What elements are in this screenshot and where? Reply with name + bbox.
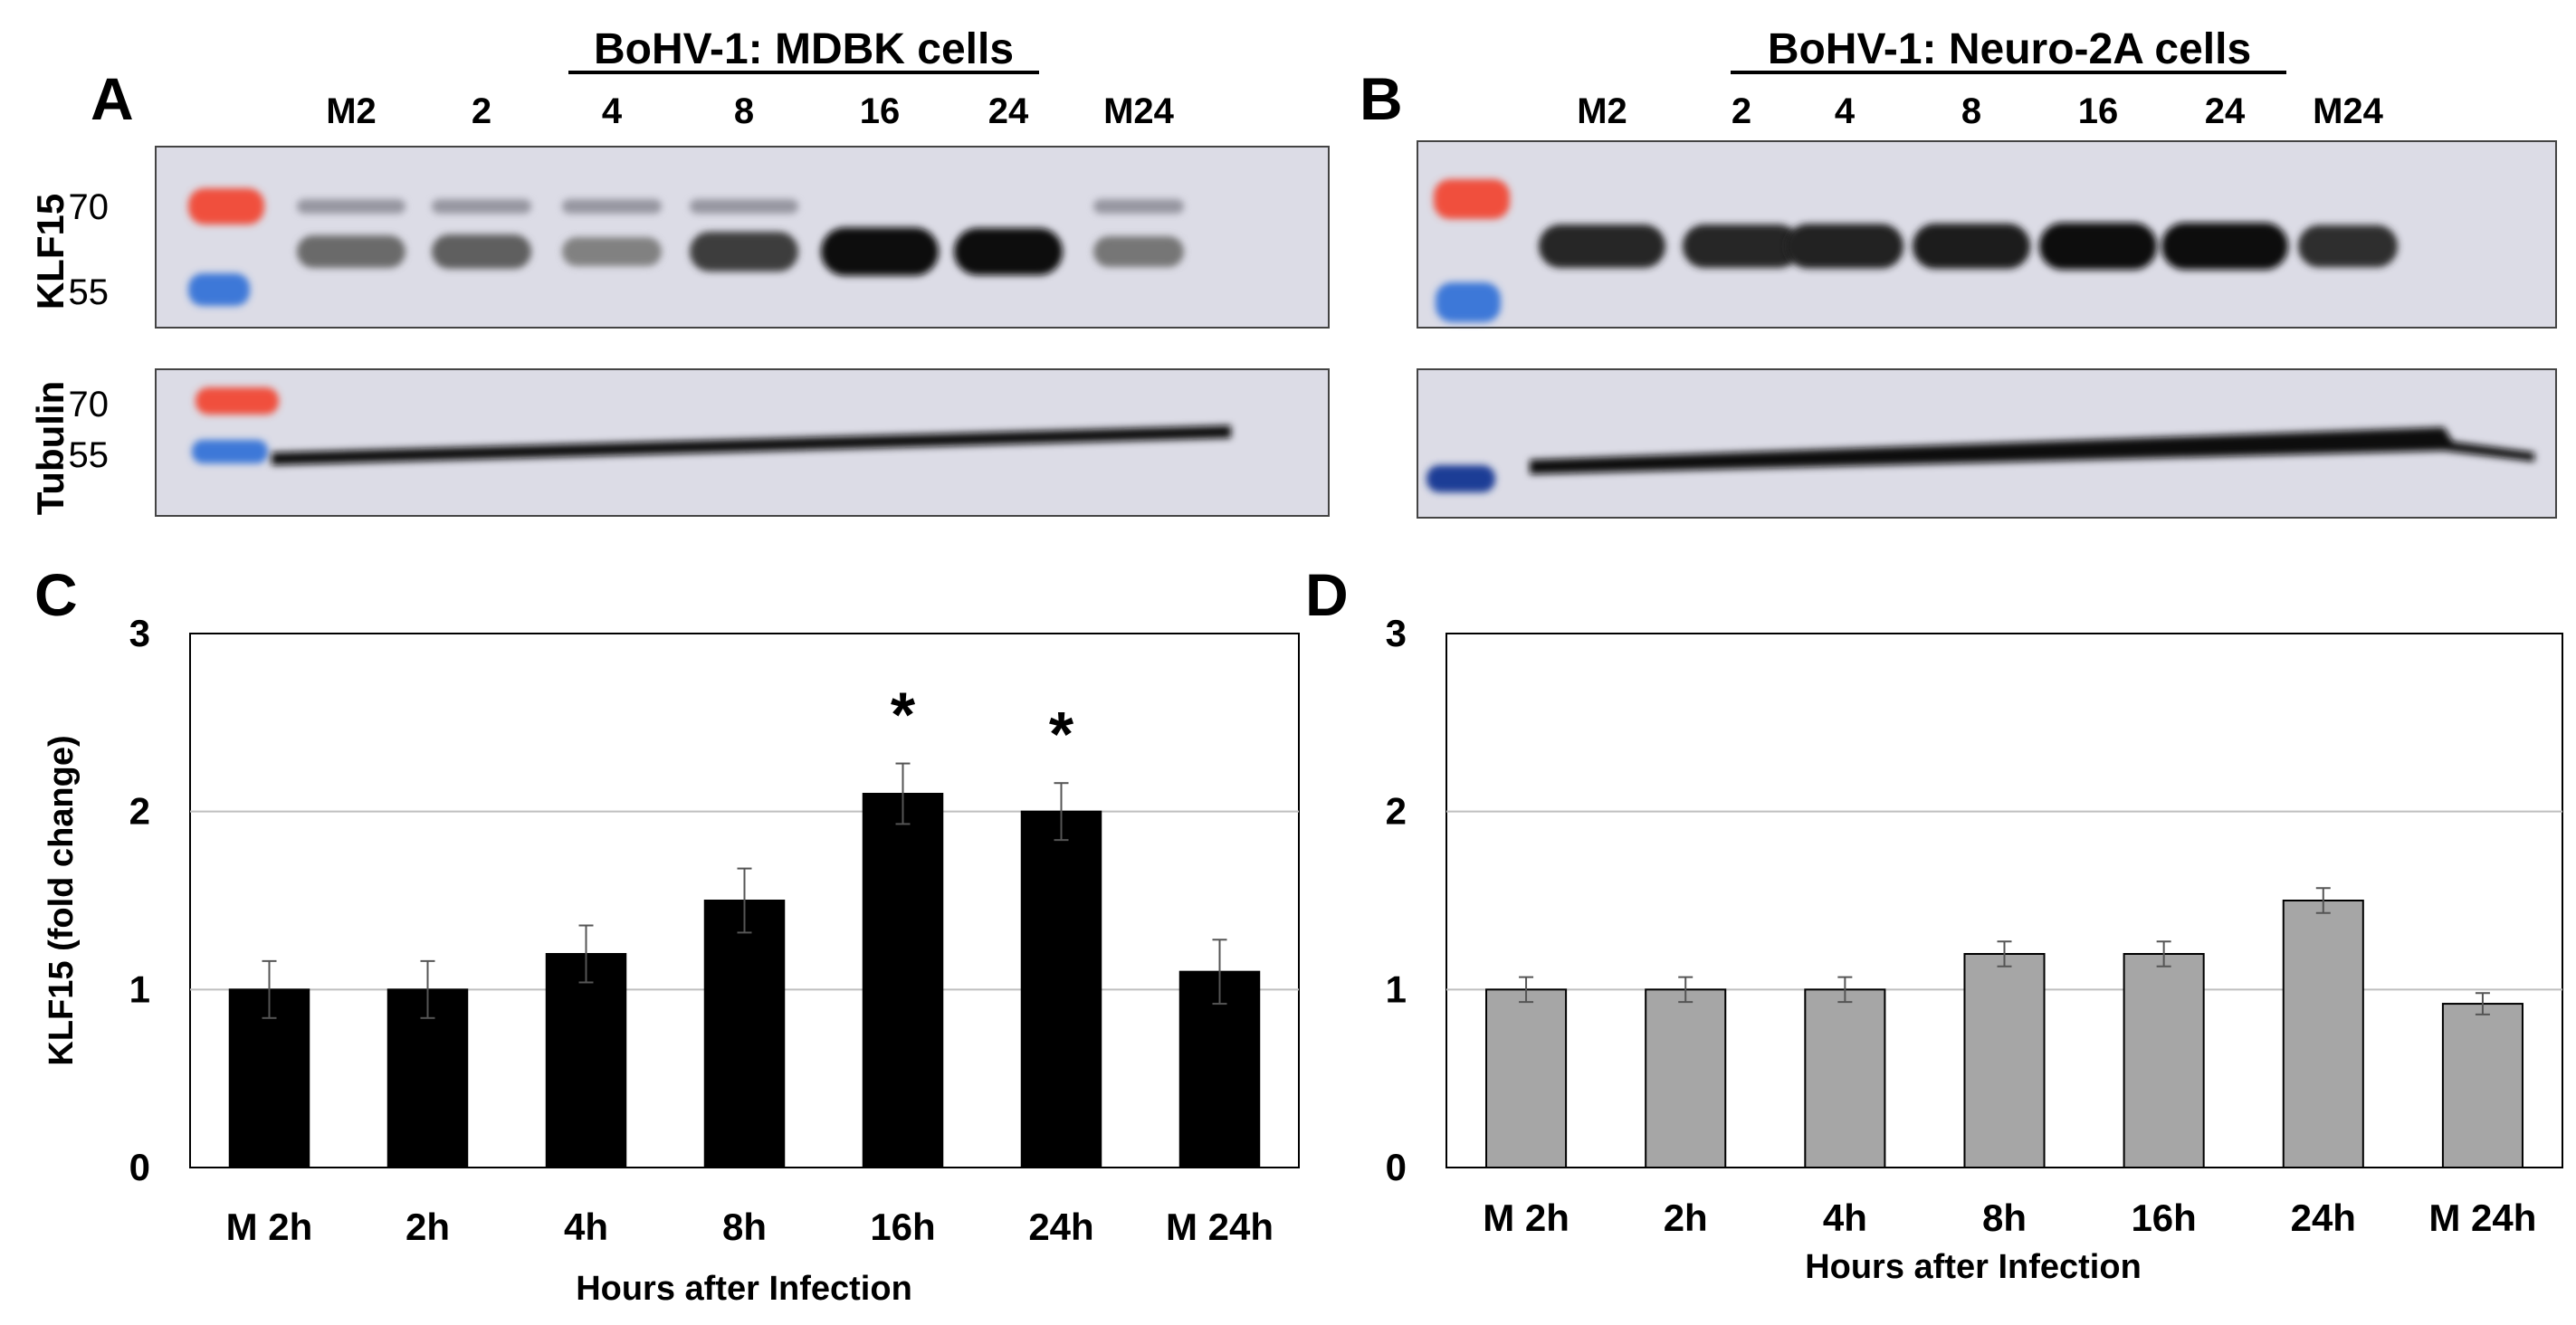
blot-label-tubulin: Tubulin: [29, 381, 72, 516]
klf15-band: [954, 228, 1063, 275]
bar: [1020, 810, 1102, 1169]
klf15-band: [1786, 224, 1903, 269]
lane-label: 8: [734, 91, 754, 131]
mw-marker-55: 55: [69, 272, 110, 312]
klf15-upper-band: [690, 199, 798, 214]
x-tick-label: 4h: [1823, 1196, 1867, 1239]
klf15-upper-band: [432, 199, 531, 214]
x-tick-label: 8h: [722, 1206, 767, 1248]
chart-neuro2a: 0 1 2 3 M 2h 2h 4h 8h 16h 24h M 24h Hours after In…: [1386, 612, 2563, 1286]
klf15-band: [1539, 224, 1665, 268]
mw-marker-70: 70: [69, 385, 110, 424]
y-tick-label: 1: [1386, 968, 1407, 1010]
klf15-band: [1093, 236, 1184, 267]
lane-label: M24: [2313, 91, 2384, 131]
y-axis-label: KLF15 (fold change): [43, 735, 81, 1065]
lane-label: 16: [860, 91, 901, 131]
y-tick-label: 2: [1386, 790, 1407, 833]
x-tick-label: 16h: [2131, 1196, 2196, 1239]
lane-label: M24: [1103, 91, 1175, 131]
bar: [2282, 900, 2364, 1168]
x-tick-label: M 2h: [1483, 1196, 1569, 1239]
bar: [545, 953, 627, 1168]
ladder-band-blue: [1436, 282, 1501, 322]
significance-marker: *: [891, 680, 916, 750]
bar: [862, 793, 944, 1168]
mw-marker-55: 55: [69, 435, 110, 475]
lane-label: M2: [326, 91, 377, 131]
lane-label: 4: [1835, 91, 1856, 131]
mw-marker-70: 70: [69, 187, 110, 227]
klf15-band: [821, 227, 939, 276]
klf15-upper-band: [297, 199, 405, 214]
panel-label-a: A: [91, 65, 134, 132]
x-tick-label: 2h: [405, 1206, 450, 1248]
klf15-band: [2039, 223, 2157, 270]
x-tick-label: M 24h: [1166, 1206, 1274, 1248]
y-tick-label: 0: [129, 1146, 150, 1188]
significance-marker: *: [1049, 699, 1074, 769]
lane-label: 16: [2078, 91, 2119, 131]
x-tick-label: 24h: [1028, 1206, 1093, 1248]
x-tick-label: 24h: [2291, 1196, 2356, 1239]
bar: [1804, 988, 1886, 1169]
ladder-band-red: [1434, 179, 1510, 219]
tubulin-band: [1530, 427, 2534, 474]
x-tick-label: 4h: [564, 1206, 608, 1248]
lane-label: 2: [472, 91, 491, 131]
klf15-band: [690, 232, 798, 272]
blot-title-neuro2a: BoHV-1: Neuro-2A cells: [1768, 25, 2251, 73]
chart-mdbk: 0 1 2 3 M 2h 2h 4h 8h * 16h * 24h M 24h KLF15 (fold …: [43, 612, 1300, 1308]
bar: [1485, 988, 1568, 1169]
klf15-upper-band: [562, 199, 662, 214]
x-tick-label: 2h: [1664, 1196, 1708, 1239]
bar: [2123, 953, 2205, 1168]
ladder-band-red: [188, 188, 264, 224]
y-tick-label: 0: [1386, 1146, 1407, 1188]
blot-mdbk: BoHV-1: MDBK cells M2 2 4 8 16 24 M24 KLF15 Tu…: [29, 25, 1330, 517]
panel-label-b: B: [1360, 65, 1403, 132]
lane-label: 24: [2205, 91, 2246, 131]
bar: [1963, 953, 2046, 1168]
klf15-band: [432, 234, 531, 269]
y-tick-label: 3: [1386, 612, 1407, 654]
klf15-band: [2161, 223, 2288, 270]
klf15-band: [1913, 224, 2030, 269]
tubulin-band: [272, 425, 1231, 465]
panel-label-d: D: [1305, 561, 1349, 628]
ladder-band-blue: [192, 440, 268, 463]
klf15-band: [1683, 224, 1800, 268]
klf15-band: [297, 235, 405, 268]
lane-label: 24: [988, 91, 1029, 131]
ladder-band-blue: [1426, 465, 1495, 492]
lane-label: 4: [602, 91, 623, 131]
ladder-band-red: [196, 387, 279, 415]
bar: [228, 988, 310, 1169]
ladder-band-blue: [188, 273, 250, 306]
x-axis-label: Hours after Infection: [1805, 1248, 2142, 1286]
lane-label: 8: [1961, 91, 1981, 131]
klf15-band: [2298, 224, 2398, 268]
bar: [1645, 988, 1727, 1169]
bar: [703, 900, 786, 1168]
blot-title-mdbk: BoHV-1: MDBK cells: [594, 25, 1014, 73]
y-tick-label: 2: [129, 790, 150, 833]
klf15-band: [562, 237, 662, 266]
lane-label: 2: [1732, 91, 1751, 131]
y-tick-label: 3: [129, 612, 150, 654]
lane-label: M2: [1577, 91, 1627, 131]
bar: [2441, 1003, 2524, 1168]
blot-neuro2a: BoHV-1: Neuro-2A cells M2 2 4 8 16 24 M24: [1417, 25, 2557, 519]
y-tick-label: 1: [129, 968, 150, 1010]
x-tick-label: M 24h: [2428, 1196, 2536, 1239]
x-tick-label: 8h: [1982, 1196, 2027, 1239]
x-tick-label: 16h: [870, 1206, 935, 1248]
x-tick-label: M 2h: [226, 1206, 313, 1248]
panel-label-c: C: [34, 561, 78, 628]
blot-label-klf15: KLF15: [29, 194, 72, 310]
x-axis-label: Hours after Infection: [576, 1270, 912, 1308]
klf15-upper-band: [1093, 199, 1184, 214]
